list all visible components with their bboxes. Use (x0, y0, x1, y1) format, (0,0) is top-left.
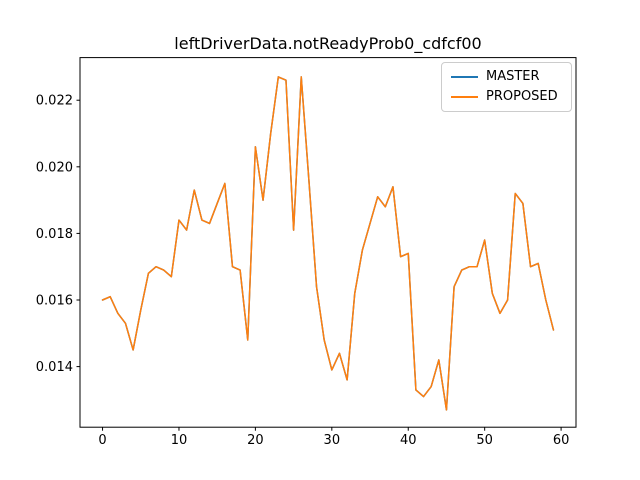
legend-entry-master: MASTER (451, 67, 571, 87)
y-axis-tick-label: 0.022 (36, 94, 73, 109)
series-line-proposed (101, 76, 555, 411)
y-axis-tick-label: 0.020 (36, 160, 73, 175)
x-axis-tick-label: 60 (553, 433, 570, 448)
master-line-swatch (451, 76, 478, 78)
x-axis-tick-label: 30 (324, 433, 341, 448)
x-axis-tick-label: 0 (98, 433, 106, 448)
x-axis-tick-label: 20 (247, 433, 264, 448)
legend-entry-proposed: PROPOSED (451, 87, 571, 107)
y-axis-tick-label: 0.014 (36, 360, 73, 375)
axes-frame (79, 57, 577, 428)
y-axis-tick-label: 0.016 (36, 294, 73, 309)
x-axis-tick-label: 40 (400, 433, 417, 448)
chart-title: leftDriverData.notReadyProb0_cdfcf00 (174, 34, 482, 53)
x-axis-tick-label: 10 (171, 433, 188, 448)
proposed-line-swatch (451, 96, 478, 98)
y-axis-tick-label: 0.018 (36, 227, 73, 242)
legend-label-master: MASTER (486, 69, 540, 84)
legend-label-proposed: PROPOSED (486, 89, 558, 104)
x-axis-tick-label: 50 (476, 433, 493, 448)
legend: MASTER PROPOSED (441, 62, 572, 112)
